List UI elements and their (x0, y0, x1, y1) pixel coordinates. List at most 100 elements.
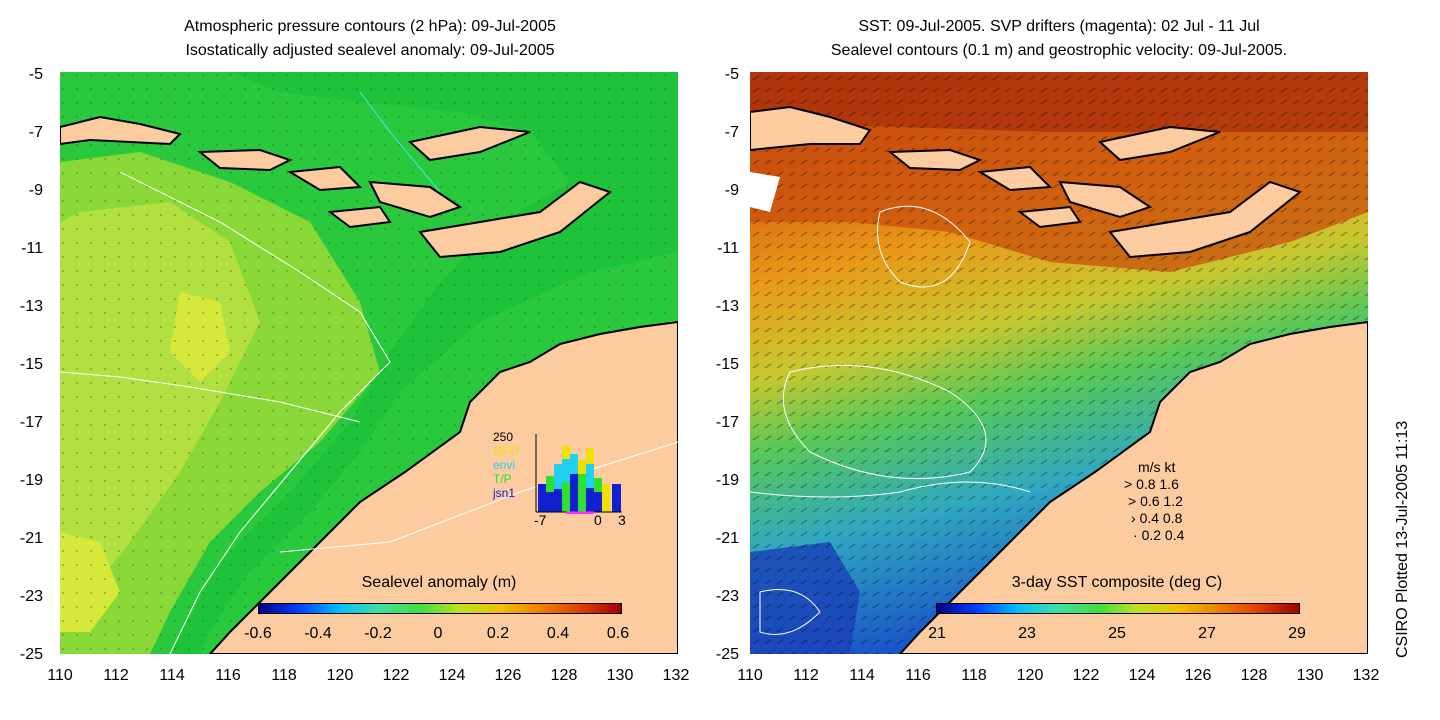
sealevel-contour (782, 364, 987, 480)
right-ytick: -23 (715, 588, 739, 605)
right-xtick: 112 (793, 667, 819, 684)
right-cb-tick: 25 (1108, 625, 1126, 642)
left-ytick: -13 (19, 298, 43, 315)
sealevel-map-canvas (60, 72, 678, 654)
right-cb-tick: 21 (928, 625, 946, 642)
altimeter-histogram (535, 434, 622, 514)
velocity-legend-row: · 0.2 0.4 (1133, 527, 1185, 543)
island-flores (368, 180, 463, 219)
left-cb-tick: -0.4 (304, 625, 332, 642)
inset-x-label-max: 3 (618, 512, 626, 528)
left-xtick: 114 (159, 667, 185, 684)
right-ytick: -9 (724, 182, 739, 199)
pressure-contour-1 (119, 171, 391, 654)
left-colorbar-label: Sealevel anomaly (m) (361, 574, 517, 591)
velocity-legend-row: › 0.4 0.8 (1131, 510, 1183, 526)
right-colorbar (936, 603, 1300, 614)
island-bali-lombok (197, 148, 293, 172)
velocity-legend-header: m/s kt (1138, 459, 1176, 475)
pressure-contour-4 (279, 441, 678, 553)
right-xtick: 120 (1016, 667, 1044, 684)
velocity-legend-value: 0.4 0.8 (1139, 510, 1183, 526)
right-ytick: -13 (715, 298, 739, 315)
left-xtick: 112 (103, 667, 129, 684)
right-xtick: 118 (961, 667, 987, 684)
right-ytick: -25 (715, 646, 739, 663)
right-ytick: -17 (715, 414, 739, 431)
left-ytick: -11 (21, 240, 43, 257)
velocity-legend-row: > 0.8 1.6 (1124, 476, 1179, 492)
island-sumba (1017, 205, 1082, 229)
left-cb-tick: 0.2 (486, 625, 510, 642)
island-north (407, 125, 531, 162)
island-java (60, 115, 182, 146)
left-xtick: 120 (326, 667, 354, 684)
inset-series-tp: T/P (493, 472, 512, 486)
left-xtick: 118 (271, 667, 297, 684)
right-xtick: 114 (849, 667, 875, 684)
left-cb-tick: 0.6 (606, 625, 630, 642)
velocity-legend-value: 0.8 1.6 (1136, 476, 1179, 492)
inset-series-envi: envi (493, 458, 516, 472)
left-xtick: 130 (606, 667, 634, 684)
inset-series-jsn1: jsn1 (493, 486, 516, 500)
left-xtick: 128 (550, 667, 578, 684)
right-xtick: 128 (1240, 667, 1268, 684)
left-cb-tick: 0.4 (546, 625, 570, 642)
left-xtick: 116 (215, 667, 241, 684)
velocity-legend-value: 0.6 1.2 (1140, 493, 1183, 509)
right-xtick: 116 (905, 667, 931, 684)
left-ytick: -7 (28, 124, 43, 141)
left-ytick: -17 (19, 414, 43, 431)
inset-series-gfo: GFO (493, 444, 519, 458)
left-ytick: -9 (28, 182, 43, 199)
island-flores (1058, 180, 1153, 219)
pressure-contour-2 (60, 371, 361, 423)
sealevel-contour (759, 589, 821, 635)
left-colorbar (258, 603, 622, 614)
right-title-line1: SST: 09-Jul-2005. SVP drifters (magenta)… (858, 18, 1260, 35)
left-ytick: -25 (19, 646, 43, 663)
pressure-contour-3 (359, 91, 441, 193)
left-xtick: 124 (438, 667, 466, 684)
left-ytick: -19 (19, 472, 43, 489)
right-xtick: 124 (1128, 667, 1156, 684)
right-title-line2: Sealevel contours (0.1 m) and geostrophi… (830, 42, 1288, 59)
velocity-legend-row: > 0.6 1.2 (1128, 493, 1183, 509)
left-ytick: -23 (19, 588, 43, 605)
island-sumbawa (976, 165, 1053, 192)
australia-landmass (208, 320, 678, 654)
left-cb-tick: -0.2 (364, 625, 392, 642)
right-xtick: 122 (1072, 667, 1100, 684)
australia-landmass (898, 320, 1368, 654)
right-xtick: 132 (1352, 667, 1380, 684)
cloud-mask (750, 172, 780, 212)
inset-ymax-label: 250 (493, 430, 514, 444)
left-title-line2: Isostatically adjusted sealevel anomaly:… (185, 42, 555, 59)
right-cb-tick: 27 (1198, 625, 1216, 642)
right-ytick: -5 (724, 66, 739, 83)
right-ytick: -15 (715, 356, 739, 373)
left-ytick: -21 (19, 530, 43, 547)
plot-credit: CSIRO Plotted 13-Jul-2005 11:13 (1394, 420, 1411, 658)
island-sumbawa (286, 165, 363, 192)
island-java (750, 105, 872, 152)
left-cb-tick: 0 (433, 625, 443, 642)
right-ytick: -11 (717, 240, 739, 257)
left-xtick: 132 (662, 667, 690, 684)
island-north (1097, 125, 1221, 162)
inset-x-label-min: -7 (534, 512, 547, 528)
island-sumba (327, 205, 392, 229)
island-bali-lombok (887, 148, 983, 172)
left-ytick: -15 (19, 356, 43, 373)
inset-x-label-zero: 0 (594, 512, 602, 528)
right-ytick: -7 (724, 124, 739, 141)
sst-map-canvas (750, 72, 1368, 654)
left-xtick: 122 (382, 667, 410, 684)
right-ytick: -21 (715, 530, 739, 547)
left-cb-tick: -0.6 (244, 625, 272, 642)
sealevel-map (60, 72, 678, 654)
right-xtick: 110 (737, 667, 763, 684)
right-xtick: 130 (1296, 667, 1324, 684)
left-xtick: 126 (494, 667, 522, 684)
